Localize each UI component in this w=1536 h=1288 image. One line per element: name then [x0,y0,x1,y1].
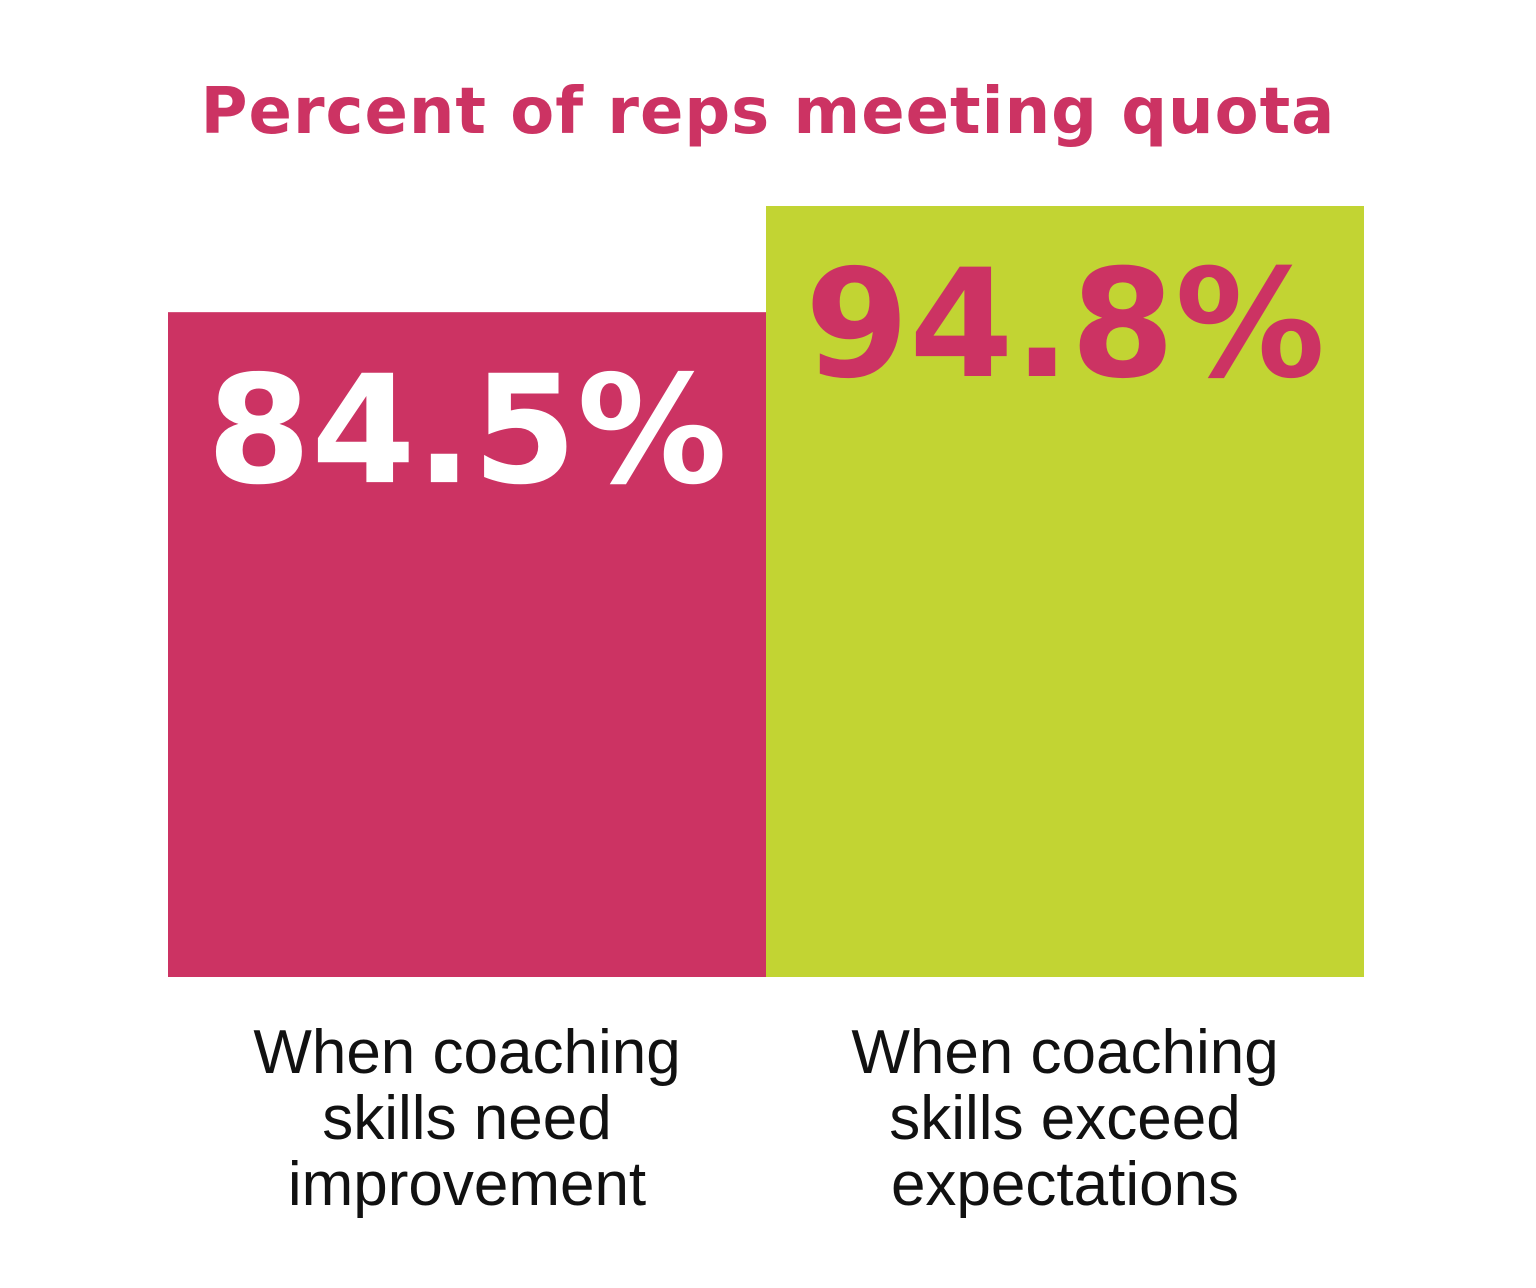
category-label-exceeds-expectations: When coaching skills exceed expectations [851,1018,1279,1219]
value-label-needs-improvement: 84.5% [207,344,727,518]
category-label-needs-improvement: When coaching skills need improvement [253,1018,681,1219]
chart-title: Percent of reps meeting quota [200,75,1336,149]
bar-needs-improvement [168,312,766,977]
value-label-exceeds-expectations: 94.8% [805,238,1325,412]
bar-exceeds-expectations [766,206,1364,977]
